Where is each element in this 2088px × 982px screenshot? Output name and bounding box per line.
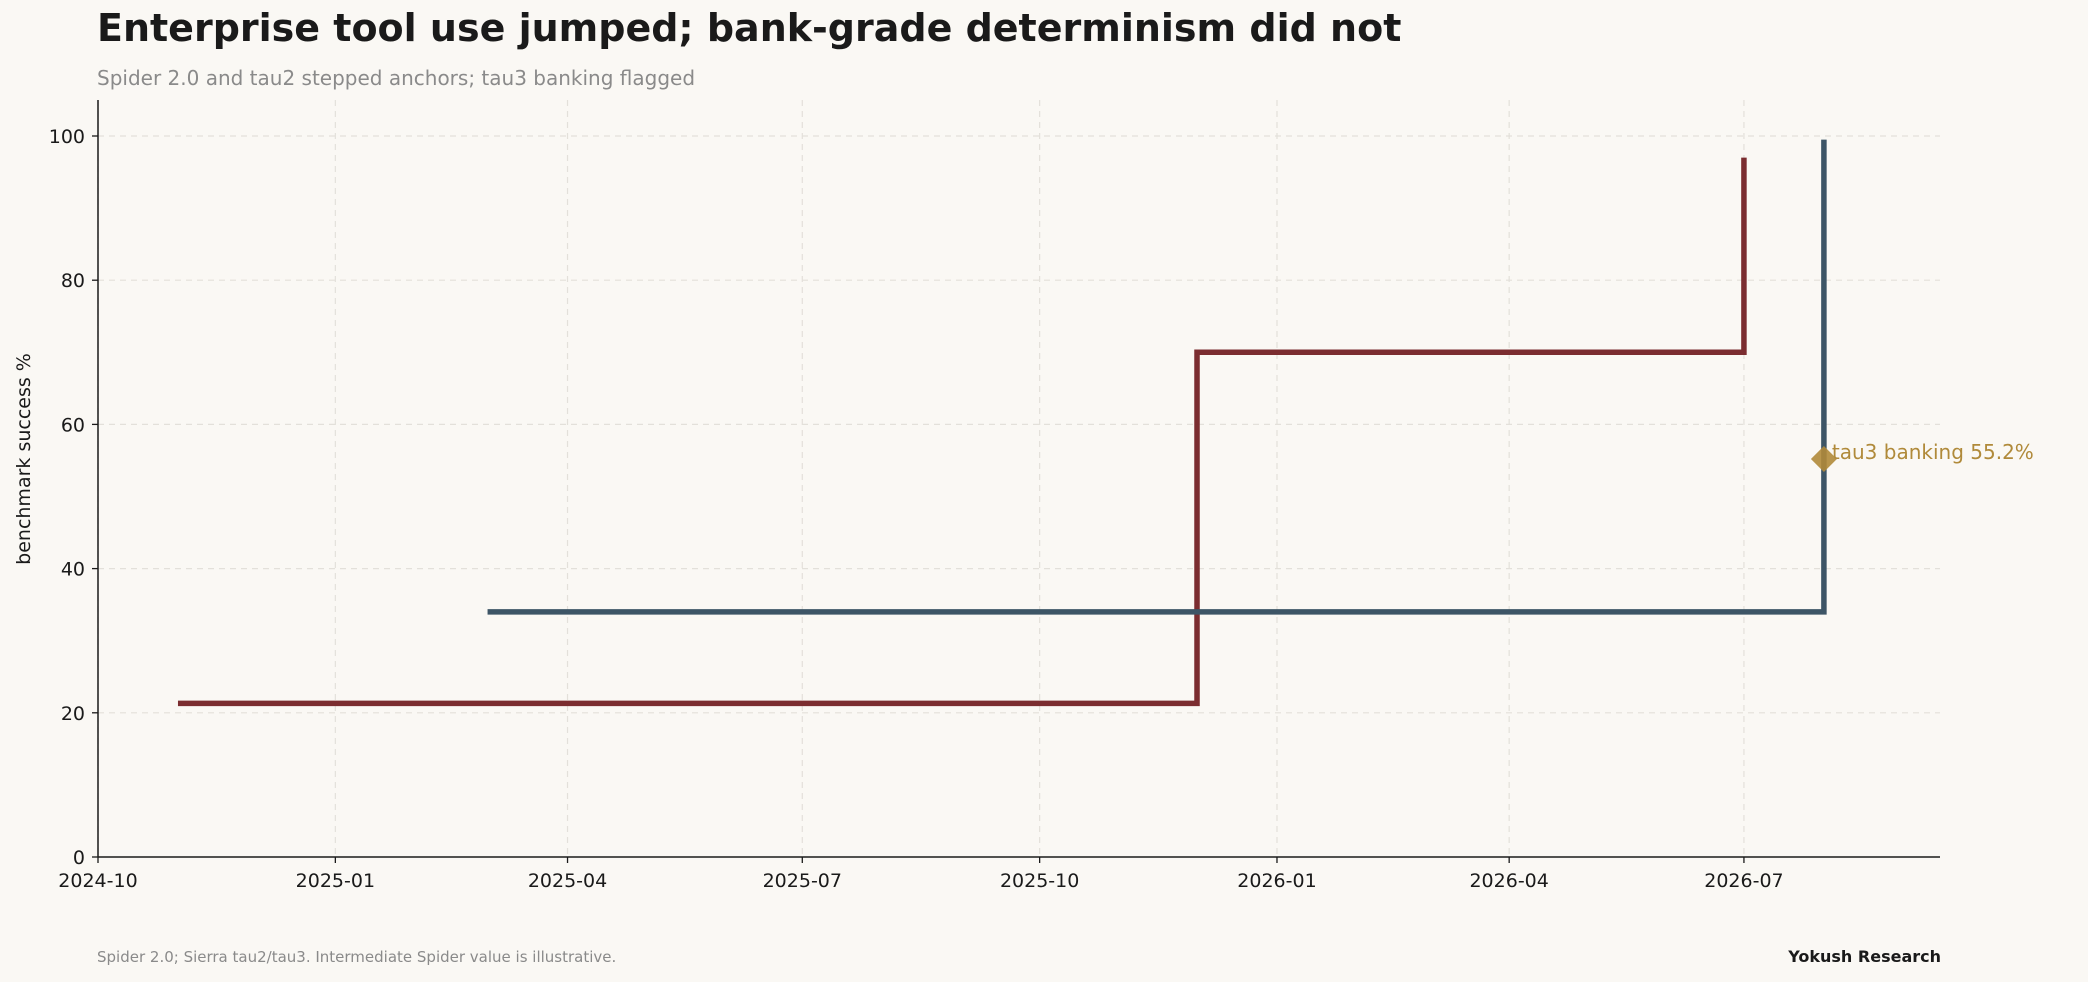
y-tick-label: 100 [49,126,85,148]
y-tick-label: 60 [61,414,85,436]
annotation-label: tau3 banking 55.2% [1832,440,2034,464]
annotation-diamond-marker [1810,446,1837,473]
axes: 0 20 40 60 80 100 2024-10 2025-01 2025-04 2025-07… [49,100,1940,892]
y-tick-label: 20 [61,703,85,725]
chart-title: Enterprise tool use jumped; bank-grade d… [97,6,1402,50]
y-axis-label: benchmark success % [13,353,35,565]
y-tick-label: 80 [61,270,85,292]
x-tick-label: 2026-04 [1469,870,1548,892]
y-tick-label: 0 [73,847,85,869]
grid-lines [97,100,1940,857]
x-tick-label: 2024-10 [58,870,137,892]
series-line-2 [487,139,1827,615]
x-tick-label: 2025-07 [763,870,842,892]
series-layer [177,139,1827,707]
annotations-layer: tau3 banking 55.2% [1810,440,2034,473]
x-tick-label: 2026-07 [1704,870,1783,892]
x-tick-label: 2025-10 [1000,870,1079,892]
brand-label: Yokush Research [1788,947,1941,966]
x-tick-label: 2025-04 [528,870,607,892]
source-note: Spider 2.0; Sierra tau2/tau3. Intermedia… [97,948,617,966]
x-tick-label: 2026-01 [1237,870,1316,892]
chart-subtitle: Spider 2.0 and tau2 stepped anchors; tau… [97,66,696,90]
y-tick-label: 40 [61,559,85,581]
x-tick-label: 2025-01 [296,870,375,892]
series-line-1 [177,157,1747,707]
